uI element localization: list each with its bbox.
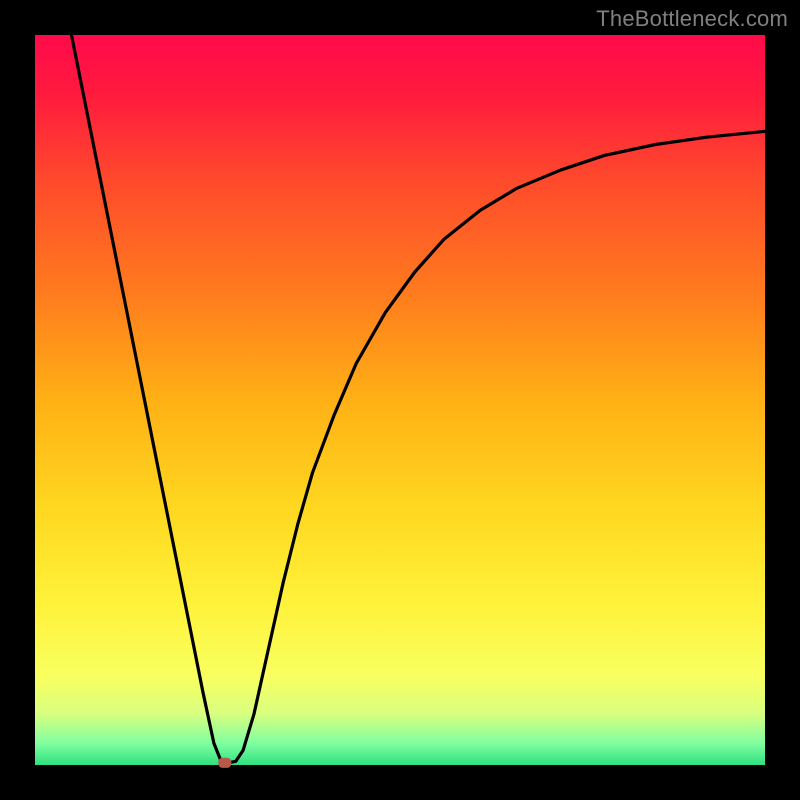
chart-container: TheBottleneck.com [0,0,800,800]
minimum-marker [218,758,231,768]
watermark-label: TheBottleneck.com [596,6,788,32]
chart-svg [0,0,800,800]
